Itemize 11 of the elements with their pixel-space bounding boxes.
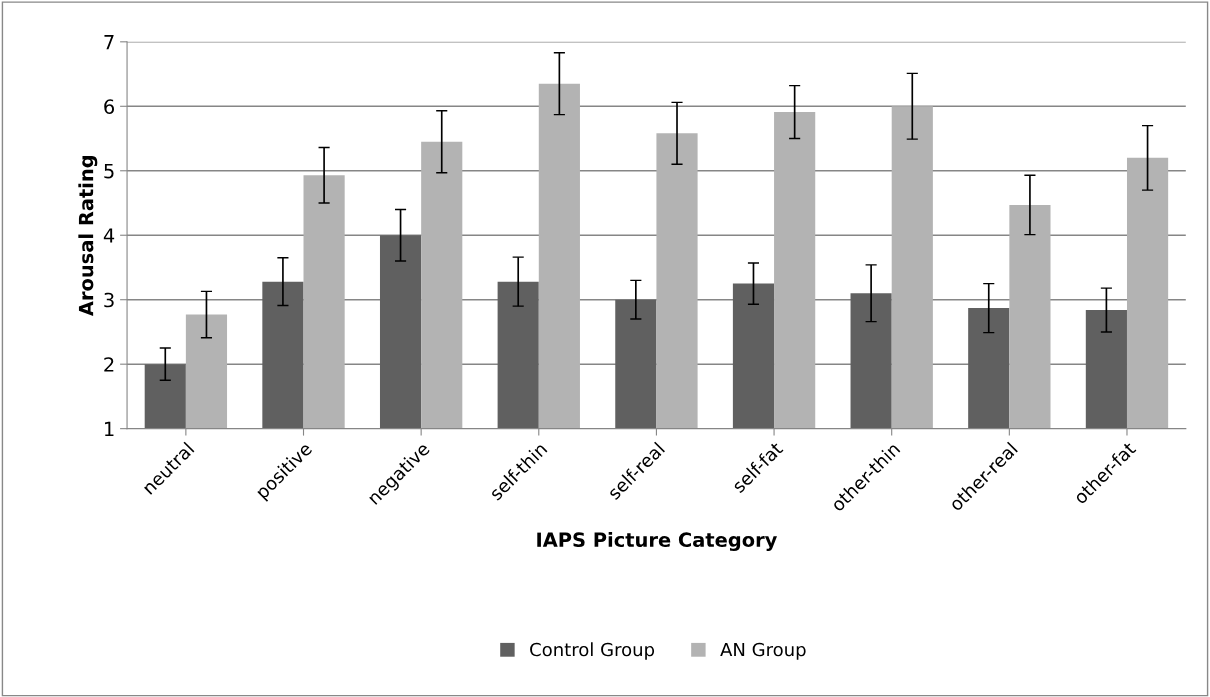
y-tick-label: 7 bbox=[104, 35, 114, 50]
x-axis-title: IAPS Picture Category bbox=[537, 532, 777, 551]
y-axis-title: Arousal Rating bbox=[78, 155, 98, 317]
legend-label: AN Group bbox=[720, 642, 806, 660]
y-tick-label: 2 bbox=[104, 357, 114, 372]
legend-label: Control Group bbox=[530, 642, 655, 660]
y-tick-label: 1 bbox=[105, 421, 114, 437]
y-tick-label: 5 bbox=[104, 163, 114, 179]
y-tick-label: 6 bbox=[104, 99, 115, 114]
y-tick-label: 4 bbox=[103, 228, 115, 243]
y-tick-label: 3 bbox=[104, 292, 114, 308]
